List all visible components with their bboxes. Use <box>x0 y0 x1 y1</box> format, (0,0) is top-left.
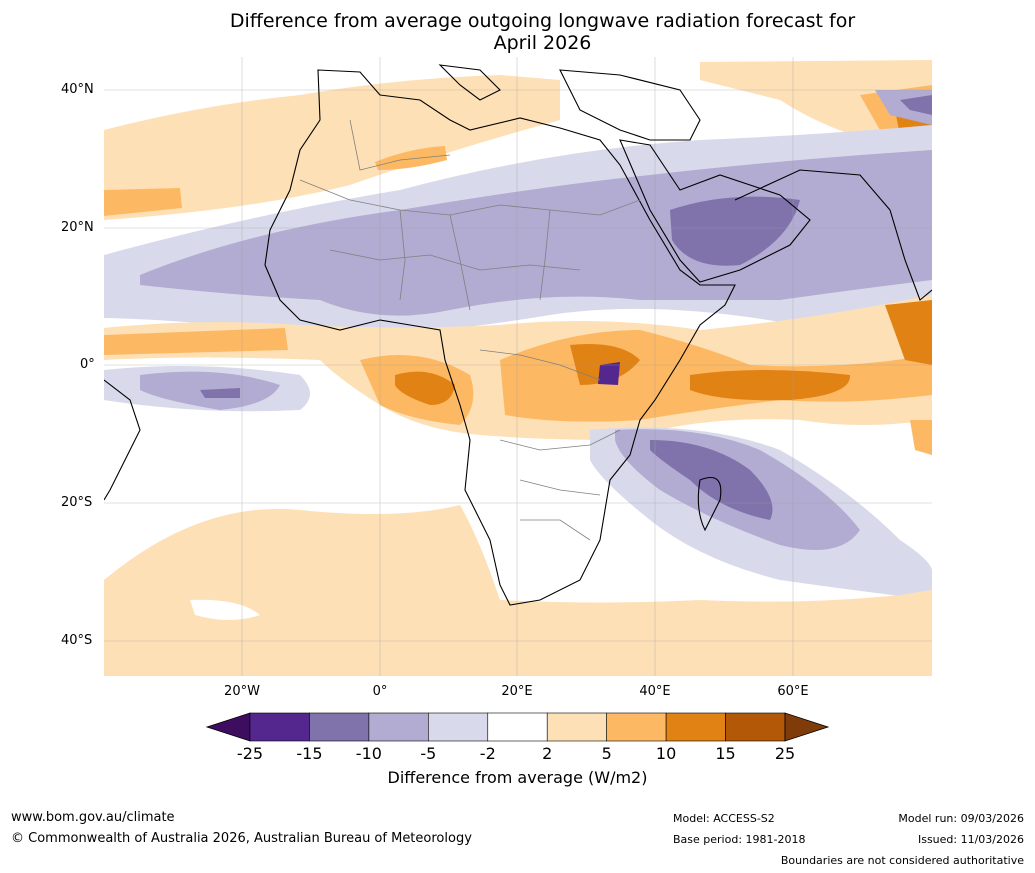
issued-text: Issued: 11/03/2026 <box>917 833 1024 846</box>
colorbar-tick-label: 10 <box>655 744 677 763</box>
colorbar-arrow-high <box>784 712 830 742</box>
lat-label-0: 0° <box>80 357 95 372</box>
colorbar-tick-label: 25 <box>774 744 796 763</box>
colorbar-label: Difference from average (W/m2) <box>387 768 648 787</box>
disclaimer-text: Boundaries are not considered authoritat… <box>780 854 1024 867</box>
colorbar-arrow-low <box>205 712 251 742</box>
colorbar-segment <box>487 712 548 742</box>
colorbar-tick-label: -2 <box>479 744 496 763</box>
lon-label-20e: 20°E <box>501 684 533 699</box>
colorbar-segment <box>725 712 786 742</box>
title-line-1: Difference from average outgoing longwav… <box>229 10 856 32</box>
website-link[interactable]: www.bom.gov.au/climate <box>11 810 175 825</box>
lon-label-40e: 40°E <box>639 684 671 699</box>
colorbar <box>205 712 830 742</box>
lat-label-40s: 40°S <box>61 633 93 648</box>
country-borders <box>299 119 641 541</box>
colorbar-segment <box>249 712 310 742</box>
map-title: Difference from average outgoing longwav… <box>0 10 1035 54</box>
lon-label-0: 0° <box>372 684 388 699</box>
coastlines <box>104 64 932 606</box>
model-text: Model: ACCESS-S2 <box>673 812 775 825</box>
base-period-text: Base period: 1981-2018 <box>673 833 806 846</box>
colorbar-segment <box>368 712 429 742</box>
title-line-2: April 2026 <box>493 32 592 54</box>
colorbar-segment <box>546 712 607 742</box>
lat-label-20s: 20°S <box>61 495 93 510</box>
graticule <box>104 57 932 676</box>
lon-label-20w: 20°W <box>224 684 260 699</box>
colorbar-tick-label: 15 <box>715 744 736 763</box>
colorbar-tick-label: -15 <box>296 744 323 763</box>
colorbar-tick-label: 5 <box>601 744 612 763</box>
lat-label-40n: 40°N <box>61 82 94 97</box>
colorbar-tick-label: 2 <box>542 744 553 763</box>
lon-label-60e: 60°E <box>777 684 809 699</box>
colorbar-segment <box>309 712 370 742</box>
colorbar-tick-label: -25 <box>236 744 264 763</box>
colorbar-segment <box>665 712 726 742</box>
colorbar-segment <box>606 712 667 742</box>
colorbar-tick-label: -10 <box>355 744 382 763</box>
lat-label-20n: 20°N <box>61 220 94 235</box>
colorbar-segment <box>428 712 489 742</box>
model-run-text: Model run: 09/03/2026 <box>898 812 1024 825</box>
colorbar-tick-label: -5 <box>420 744 437 763</box>
anomaly-field <box>104 57 932 676</box>
copyright-text: © Commonwealth of Australia 2026, Austra… <box>11 831 472 846</box>
